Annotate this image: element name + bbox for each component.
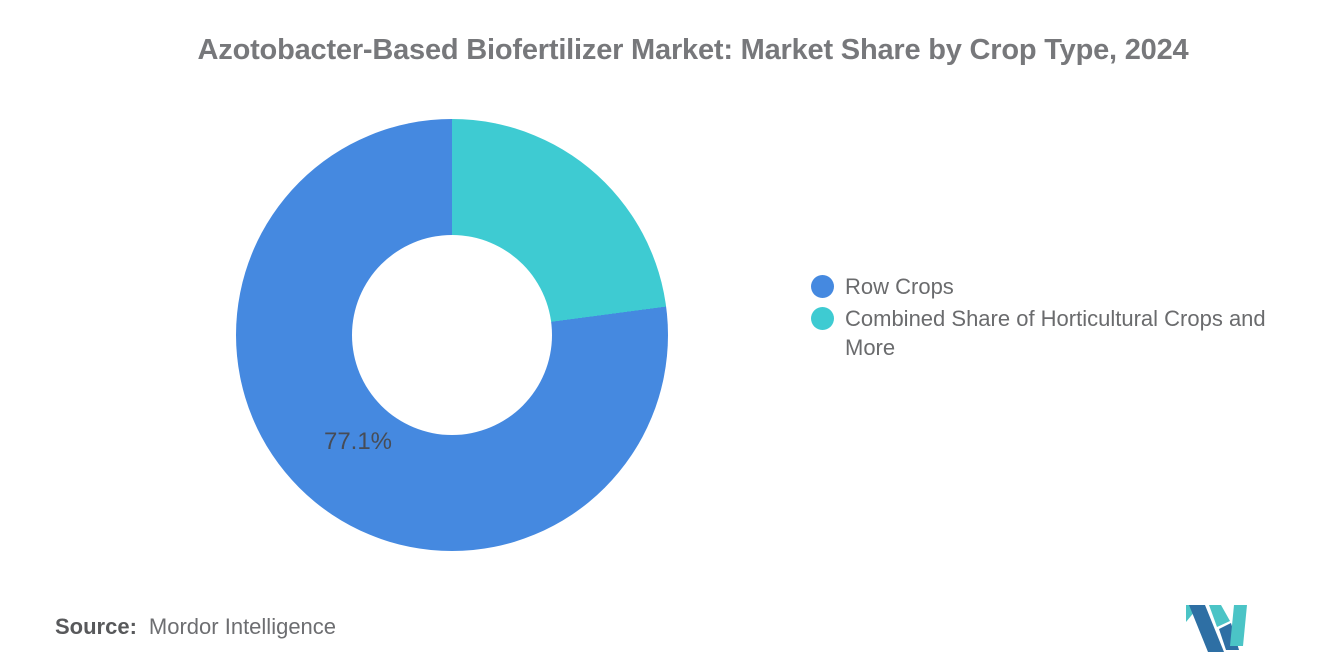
legend-item-row-crops[interactable]: Row Crops: [811, 272, 1281, 301]
chart-title: Azotobacter-Based Biofertilizer Market: …: [197, 34, 1189, 66]
legend-label-horticultural-crops: Combined Share of Horticultural Crops an…: [845, 306, 1266, 360]
source-line: Source: Mordor Intelligence: [55, 613, 336, 641]
source-value: Mordor Intelligence: [148, 614, 337, 639]
donut-chart[interactable]: 77.1%: [236, 119, 668, 551]
donut-hole: [352, 235, 552, 435]
legend: Row Crops Combined Share of Horticultura…: [811, 272, 1281, 365]
legend-dot-row-crops-icon: [811, 275, 834, 298]
legend-item-horticultural-crops[interactable]: Combined Share of Horticultural Crops an…: [811, 304, 1281, 362]
mordor-intelligence-logo-icon: [1186, 605, 1247, 652]
donut-data-label: 77.1%: [323, 428, 393, 455]
source-label: Source:: [55, 614, 137, 639]
legend-dot-horticultural-crops-icon: [811, 307, 834, 330]
legend-label-row-crops: Row Crops: [845, 274, 954, 299]
